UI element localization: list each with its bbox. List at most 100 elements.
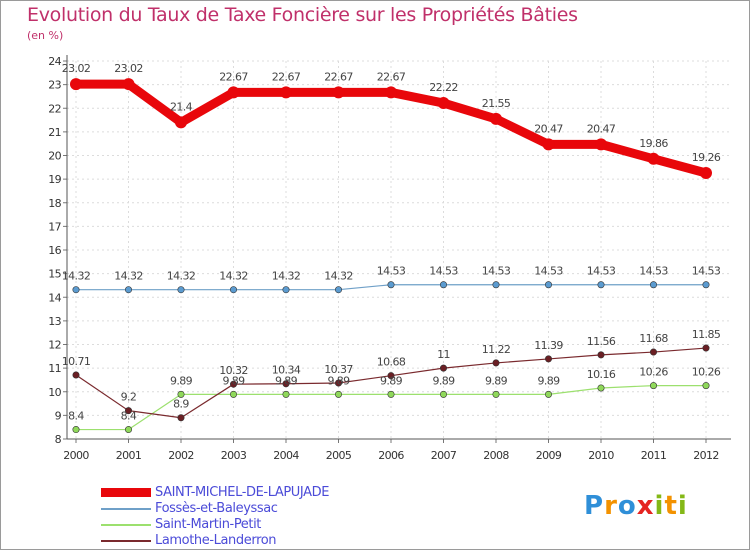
data-label: 10.71 <box>62 355 91 368</box>
data-label: 20.47 <box>587 122 616 135</box>
data-point <box>439 390 447 398</box>
data-label: 11.85 <box>692 328 721 341</box>
x-tick-label: 2004 <box>273 449 299 462</box>
data-label: 9.2 <box>121 391 137 404</box>
data-point <box>492 359 500 367</box>
logo-letter: o <box>617 491 637 521</box>
data-label-layer: 23.02 23.02 21.4 22.67 22.67 22.67 22.67 22.22 2… <box>62 62 722 423</box>
data-label: 14.53 <box>429 265 458 278</box>
data-label: 9.89 <box>327 374 350 387</box>
x-tick-label: 2003 <box>221 449 247 462</box>
legend-swatch <box>101 524 151 526</box>
data-point <box>230 286 238 294</box>
data-point <box>177 390 185 398</box>
data-label: 9.89 <box>275 374 298 387</box>
data-label: 22.22 <box>429 81 458 94</box>
legend-swatch <box>101 508 151 510</box>
data-label: 23.02 <box>114 62 143 75</box>
data-label: 9.89 <box>537 374 560 387</box>
data-point <box>70 78 82 91</box>
data-point <box>597 384 605 392</box>
y-tick-label: 10 <box>48 386 61 399</box>
x-tick-label: 2009 <box>536 449 562 462</box>
data-label: 19.86 <box>639 137 668 150</box>
chart-subtitle: (en %) <box>27 29 64 42</box>
data-point <box>702 382 710 390</box>
data-label: 14.53 <box>534 265 563 278</box>
data-point <box>437 97 450 110</box>
data-label: 22.67 <box>377 70 406 83</box>
series-saint-martin-petit <box>72 382 710 434</box>
data-label: 14.32 <box>62 270 91 283</box>
y-tick-label: 20 <box>48 150 61 163</box>
y-tick-label: 8 <box>55 433 62 446</box>
legend-label: Saint-Martin-Petit <box>155 517 262 532</box>
data-point <box>227 86 240 99</box>
data-label: 11.22 <box>482 343 511 356</box>
logo-letter: i <box>677 491 688 521</box>
data-label: 8.4 <box>68 410 84 423</box>
y-tick-label: 13 <box>48 315 61 328</box>
data-label: 21.55 <box>482 97 511 110</box>
y-tick-label: 14 <box>48 291 61 304</box>
legend-swatch <box>101 540 151 542</box>
data-point <box>595 138 607 151</box>
y-tick-label: 16 <box>48 244 61 257</box>
data-label: 9.89 <box>485 374 508 387</box>
y-tick-label: 21 <box>48 126 61 139</box>
data-point <box>542 138 555 151</box>
data-point <box>492 281 500 289</box>
data-point <box>544 390 552 398</box>
logo-letter: r <box>604 491 618 521</box>
data-point <box>492 390 500 398</box>
y-tick-label: 11 <box>48 362 61 375</box>
legend-label: Lamothe-Landerron <box>155 533 277 548</box>
x-tick-label: 2006 <box>378 449 404 462</box>
data-point <box>230 390 238 398</box>
data-point <box>280 86 292 99</box>
series-foss-s-et-baleyssac <box>72 281 710 294</box>
data-point <box>282 380 290 388</box>
legend-swatch <box>101 488 151 497</box>
data-point <box>702 281 710 289</box>
y-tick-label: 17 <box>48 220 61 233</box>
data-point <box>649 281 657 289</box>
data-label: 10.34 <box>272 364 301 377</box>
series-lamothe-landerron <box>72 344 710 422</box>
data-label: 22.67 <box>219 70 248 83</box>
data-label: 10.26 <box>639 366 668 379</box>
data-point <box>282 286 290 294</box>
legend-label: Fossès-et-Baleyssac <box>155 501 278 516</box>
data-point <box>700 166 712 179</box>
x-tick-label: 2005 <box>326 449 352 462</box>
data-point <box>649 348 657 356</box>
data-label: 14.32 <box>272 270 301 283</box>
data-label: 9.89 <box>222 374 245 387</box>
data-point <box>125 426 133 434</box>
data-label: 14.53 <box>639 265 668 278</box>
data-label: 14.53 <box>482 265 511 278</box>
data-label: 8.4 <box>121 410 137 423</box>
y-tick-label: 22 <box>48 102 61 115</box>
data-point <box>72 371 80 379</box>
axis-layer: 8 9 10 11 12 13 14 15 16 17 18 19 20 21 22 23 24 2000 2001… <box>48 55 731 462</box>
y-tick-label: 18 <box>48 197 61 210</box>
x-tick-label: 2012 <box>693 449 719 462</box>
data-point <box>649 382 657 390</box>
data-label: 14.32 <box>219 270 248 283</box>
x-tick-label: 2011 <box>641 449 667 462</box>
data-point <box>122 78 135 91</box>
data-label: 14.53 <box>377 265 406 278</box>
x-tick-label: 2002 <box>168 449 194 462</box>
data-label: 11 <box>437 348 450 361</box>
data-point <box>597 351 605 359</box>
data-point <box>647 152 660 165</box>
y-tick-label: 19 <box>48 173 61 186</box>
data-label: 14.53 <box>587 265 616 278</box>
data-point <box>177 414 185 422</box>
data-label: 9.89 <box>432 374 455 387</box>
logo-letter: P <box>584 491 605 521</box>
data-point <box>72 426 80 434</box>
data-point <box>597 281 605 289</box>
